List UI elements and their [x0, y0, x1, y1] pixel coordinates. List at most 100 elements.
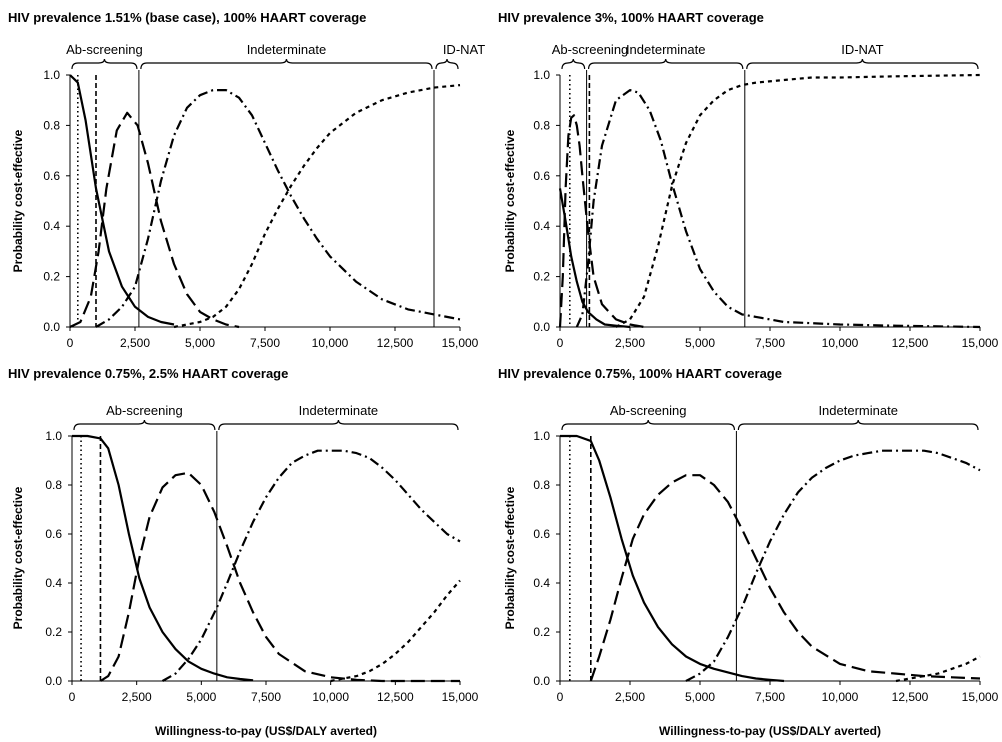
- y-axis-title: Probability cost-effective: [503, 486, 517, 629]
- series-line-dash-dot: [575, 89, 981, 329]
- x-tick-label: 0: [67, 336, 74, 350]
- x-tick-label: 15,000: [442, 336, 479, 350]
- x-tick-label: 5,000: [185, 336, 215, 350]
- y-axis-title: Probability cost-effective: [503, 129, 517, 272]
- x-tick-label: 10,000: [312, 690, 349, 704]
- y-tick-label: 0.6: [45, 527, 62, 541]
- y-tick-label: 0.0: [43, 320, 60, 334]
- region-brace: [435, 58, 459, 70]
- x-tick-label: 7,500: [755, 336, 785, 350]
- x-tick-label: 0: [557, 336, 564, 350]
- y-tick-label: 0.4: [533, 219, 550, 233]
- x-tick-label: 0: [557, 690, 564, 704]
- region-brace: [588, 58, 744, 70]
- series-line-solid: [69, 74, 175, 326]
- series-line-short-dash: [173, 84, 461, 329]
- y-axis-title: Probability cost-effective: [11, 129, 25, 272]
- region-label: Ab-screening: [610, 403, 687, 418]
- region-label: Ab-screening: [66, 42, 143, 57]
- panel-title: HIV prevalence 0.75%, 2.5% HAART coverag…: [8, 366, 288, 381]
- series-line-short-dash: [895, 655, 981, 683]
- x-tick-label: 12,500: [377, 690, 414, 704]
- x-tick-label: 5,000: [685, 690, 715, 704]
- region-label: Ab-screening: [106, 403, 183, 418]
- region-label: Ab-screening: [552, 42, 629, 57]
- region-brace: [73, 419, 216, 431]
- series-line-dash-dot: [685, 449, 981, 682]
- y-tick-label: 0.2: [45, 625, 62, 639]
- x-tick-label: 2,500: [615, 690, 645, 704]
- x-axis-title-left: Willingness-to-pay (US$/DALY averted): [155, 724, 377, 738]
- region-brace: [140, 58, 433, 70]
- y-tick-label: 0.0: [533, 320, 550, 334]
- x-axis-title-right: Willingness-to-pay (US$/DALY averted): [659, 724, 881, 738]
- series-line-short-dash: [330, 579, 461, 683]
- y-axis-title: Probability cost-effective: [11, 486, 25, 629]
- x-tick-label: 12,500: [892, 336, 929, 350]
- series-line-long-dash: [558, 114, 645, 329]
- x-tick-label: 12,500: [377, 336, 414, 350]
- x-tick-label: 0: [69, 690, 76, 704]
- x-tick-label: 2,500: [120, 336, 150, 350]
- x-tick-label: 15,000: [962, 336, 999, 350]
- x-tick-label: 10,000: [822, 336, 859, 350]
- series-line-dash-dot: [95, 89, 461, 328]
- region-brace: [561, 58, 586, 70]
- y-tick-label: 0.0: [45, 674, 62, 688]
- y-tick-label: 0.8: [533, 118, 550, 132]
- series-line-short-dash: [615, 73, 981, 328]
- y-tick-label: 0.6: [533, 169, 550, 183]
- x-tick-label: 15,000: [442, 690, 479, 704]
- y-tick-label: 0.2: [533, 270, 550, 284]
- region-brace: [737, 419, 979, 431]
- series-line-solid: [560, 434, 785, 683]
- region-label: Indeterminate: [299, 403, 379, 418]
- y-tick-label: 0.2: [43, 270, 60, 284]
- y-tick-label: 0.6: [533, 527, 550, 541]
- series-line-dash-dot: [161, 449, 461, 682]
- series-line-long-dash: [589, 474, 981, 682]
- y-tick-label: 0.6: [43, 169, 60, 183]
- region-brace: [561, 419, 735, 431]
- panel-1: HIV prevalence 1.51% (base case), 100% H…: [8, 10, 485, 350]
- y-tick-label: 0.2: [533, 625, 550, 639]
- panel-title: HIV prevalence 0.75%, 100% HAART coverag…: [498, 366, 782, 381]
- x-tick-label: 2,500: [615, 336, 645, 350]
- series-line-solid: [72, 434, 254, 682]
- y-tick-label: 0.0: [533, 674, 550, 688]
- region-label: Indeterminate: [626, 42, 706, 57]
- x-tick-label: 2,500: [122, 690, 152, 704]
- x-tick-label: 5,000: [186, 690, 216, 704]
- region-label: ID-NAT: [841, 42, 883, 57]
- y-tick-label: 1.0: [533, 68, 550, 82]
- y-tick-label: 0.8: [43, 118, 60, 132]
- y-tick-label: 0.4: [43, 219, 60, 233]
- y-tick-label: 0.4: [45, 576, 62, 590]
- region-brace: [746, 58, 979, 70]
- region-label: Indeterminate: [247, 42, 327, 57]
- region-label: ID-NAT: [443, 42, 485, 57]
- y-tick-label: 1.0: [45, 429, 62, 443]
- panel-2: HIV prevalence 3%, 100% HAART coverage Pr…: [498, 10, 999, 350]
- panel-title: HIV prevalence 1.51% (base case), 100% H…: [8, 10, 366, 25]
- x-tick-label: 7,500: [251, 690, 281, 704]
- series-line-solid: [558, 188, 631, 329]
- x-tick-label: 10,000: [822, 690, 859, 704]
- region-label: Indeterminate: [818, 403, 898, 418]
- y-tick-label: 0.4: [533, 576, 550, 590]
- y-tick-label: 1.0: [533, 429, 550, 443]
- panel-title: HIV prevalence 3%, 100% HAART coverage: [498, 10, 764, 25]
- series-line-long-dash: [99, 471, 460, 683]
- x-tick-label: 5,000: [685, 336, 715, 350]
- x-tick-label: 7,500: [250, 336, 280, 350]
- panel-3: HIV prevalence 0.75%, 2.5% HAART coverag…: [8, 366, 479, 704]
- y-tick-label: 0.8: [45, 478, 62, 492]
- region-brace: [71, 58, 138, 70]
- panel-4: HIV prevalence 0.75%, 100% HAART coverag…: [498, 366, 999, 704]
- y-tick-label: 1.0: [43, 68, 60, 82]
- x-tick-label: 7,500: [755, 690, 785, 704]
- region-brace: [218, 419, 459, 431]
- series-line-long-dash: [69, 111, 240, 329]
- x-tick-label: 12,500: [892, 690, 929, 704]
